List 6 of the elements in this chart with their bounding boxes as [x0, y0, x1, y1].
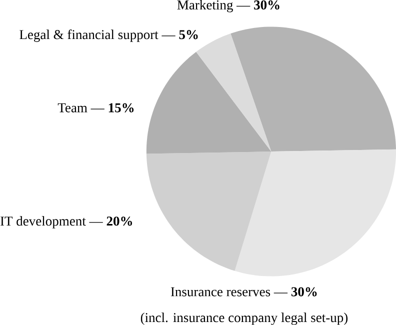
text: (incl. insurance company legal set-up)	[140, 312, 348, 325]
slice-label: Legal & financial support — 5%	[20, 30, 198, 42]
slice-label: IT development — 20%	[0, 216, 132, 228]
slice-label: Insurance reserves — 30%	[170, 287, 317, 296]
slice-label: Team — 15%	[58, 103, 134, 112]
slice-label: Marketing — 30%	[177, 0, 280, 12]
